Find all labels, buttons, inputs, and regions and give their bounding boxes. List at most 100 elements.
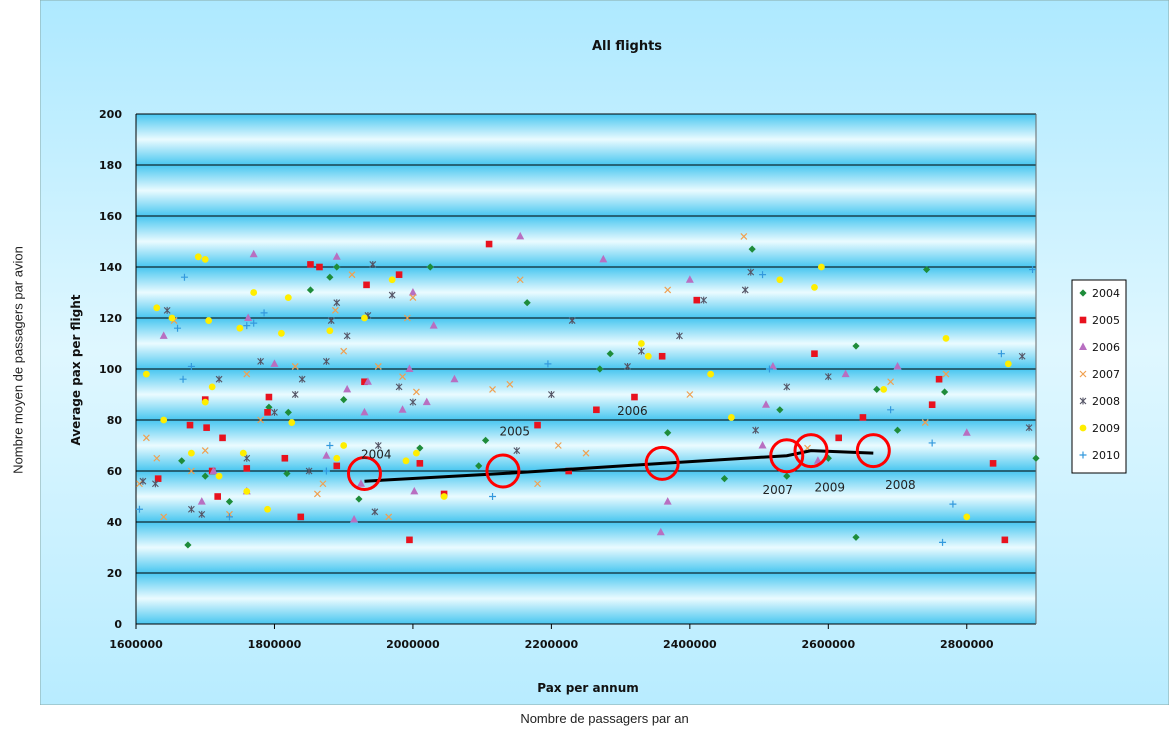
data-point <box>187 362 195 370</box>
year-annotations: 2004 2005 2006 2007 2009 2008 <box>346 404 916 497</box>
data-point <box>201 472 209 480</box>
data-point <box>921 419 929 426</box>
annotation-label: 2006 <box>617 404 648 418</box>
data-point <box>783 472 791 480</box>
data-point <box>475 462 483 470</box>
data-point <box>154 475 162 482</box>
data-point <box>989 460 997 467</box>
plot-band <box>136 573 1036 624</box>
data-point <box>174 324 182 332</box>
data-point <box>817 263 825 271</box>
data-point <box>201 447 209 455</box>
highlight-circle <box>793 433 829 469</box>
data-point <box>506 380 514 388</box>
data-point <box>923 265 931 274</box>
highlight-circle <box>644 445 680 481</box>
data-point <box>489 493 497 500</box>
x-tick-label: 2600000 <box>802 638 856 651</box>
data-point <box>664 429 672 437</box>
highlight-circle <box>346 456 382 492</box>
data-point <box>887 378 895 386</box>
data-point <box>360 407 369 416</box>
data-point <box>322 451 331 459</box>
data-point <box>482 436 490 444</box>
data-point <box>399 373 406 381</box>
data-point <box>363 281 370 289</box>
data-point <box>409 398 417 406</box>
data-point <box>1004 360 1012 368</box>
data-point <box>762 400 770 408</box>
data-point <box>1029 266 1037 274</box>
chart-title: All flights <box>592 39 662 54</box>
data-point <box>201 398 209 406</box>
data-point <box>257 357 265 365</box>
data-point <box>331 306 339 314</box>
legend-marker <box>1079 289 1087 297</box>
data-point <box>357 479 365 487</box>
data-point <box>813 456 822 464</box>
data-point <box>187 449 195 457</box>
annotation-label: 2009 <box>814 480 845 494</box>
data-point <box>313 490 321 498</box>
data-point <box>361 314 368 322</box>
data-point <box>265 393 273 401</box>
data-point <box>374 442 382 449</box>
y-tick-label: 0 <box>114 618 122 631</box>
legend: 2004 2005 2006 2007 2008 2009 2010 <box>1071 279 1127 474</box>
data-point <box>664 286 672 294</box>
data-point <box>284 294 292 301</box>
data-point <box>676 332 683 340</box>
outer-x-axis-label: Nombre de passagers par an <box>520 711 689 726</box>
data-point <box>412 449 420 457</box>
data-point <box>880 386 888 393</box>
data-point <box>142 370 150 378</box>
data-point <box>135 505 143 513</box>
outer-y-axis-label: Nombre moyen de passagers par avion <box>0 0 36 700</box>
data-point <box>516 231 525 240</box>
data-point <box>203 424 210 431</box>
data-point <box>348 271 356 279</box>
data-point <box>935 375 943 383</box>
annotation-label: 2004 <box>361 447 392 461</box>
annotation-label: 2008 <box>885 478 916 492</box>
y-tick-label: 20 <box>107 567 123 580</box>
series-2009 <box>142 253 1012 521</box>
data-point <box>759 271 767 279</box>
plot-band <box>136 267 1036 318</box>
data-point <box>824 373 832 381</box>
data-point <box>160 513 168 521</box>
data-point <box>707 370 715 378</box>
data-point <box>374 363 382 370</box>
data-point <box>997 350 1005 358</box>
data-point <box>544 360 552 368</box>
data-point <box>277 329 285 337</box>
y-tick-label: 200 <box>99 108 122 121</box>
data-point <box>748 245 756 253</box>
data-point <box>403 314 411 322</box>
x-tick-label: 2000000 <box>386 638 440 651</box>
plot-band <box>136 165 1036 216</box>
data-point <box>398 405 407 413</box>
plot-band <box>136 471 1036 522</box>
legend-label: 2005 <box>1092 314 1120 327</box>
data-point <box>663 497 672 505</box>
x-tick-label: 2800000 <box>940 638 994 651</box>
y-tick-label: 100 <box>99 363 122 376</box>
data-point <box>1025 424 1033 432</box>
data-point <box>485 240 493 248</box>
data-point <box>440 493 448 500</box>
y-tick-label: 60 <box>107 465 123 478</box>
legend-label: 2006 <box>1092 341 1120 354</box>
data-point <box>547 391 555 398</box>
data-point <box>298 375 306 383</box>
x-tick-label: 2200000 <box>525 638 579 651</box>
data-point <box>136 480 143 488</box>
data-point <box>187 467 195 475</box>
data-point <box>333 462 341 470</box>
data-point <box>350 514 359 523</box>
y-tick-labels: 0 20 40 60 80 100 120 140 160 180 200 <box>99 108 122 631</box>
data-point <box>159 331 168 339</box>
data-point <box>333 299 341 307</box>
data-point <box>700 296 708 304</box>
data-point <box>340 442 348 449</box>
